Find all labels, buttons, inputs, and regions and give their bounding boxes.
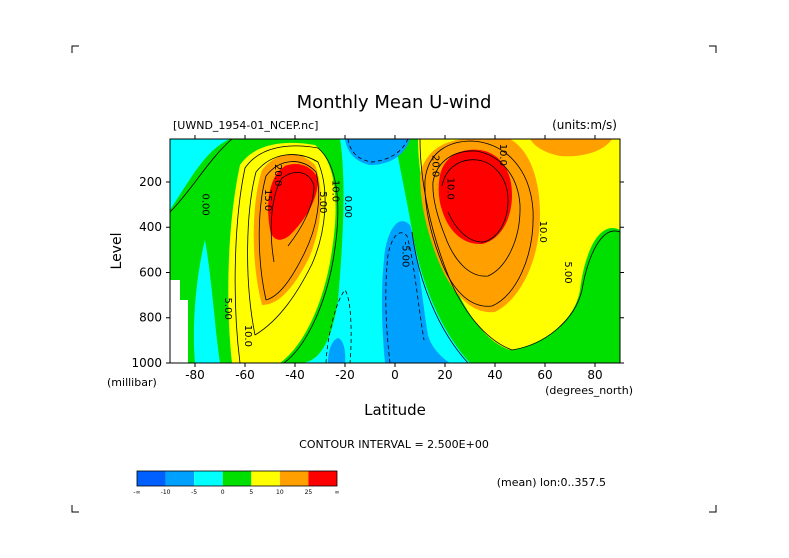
y-tick-label: 800 [139, 311, 162, 325]
axes-layer: -80 -60 -40 -20 0 20 40 60 80 200 400 600 800 1000 [131, 135, 624, 382]
averaging-note: (mean) lon:0..357.5 [497, 476, 606, 489]
contour-label: 10.0 [242, 325, 253, 347]
colorbar-swatch [222, 471, 252, 486]
colorbar-label: 25 [305, 489, 313, 496]
y-tick-label: 1000 [131, 356, 162, 370]
colorbar-label: 5 [249, 489, 253, 496]
colorbar-label: 10 [276, 489, 284, 496]
contour-label: 5.00 [317, 191, 328, 213]
y-axis-label: Level [109, 233, 125, 270]
colorbar-swatch [279, 471, 309, 486]
band-south-25 [268, 163, 318, 240]
corner-marks [71, 45, 717, 513]
contour-label: 15.0 [262, 189, 273, 211]
x-tick-label: 60 [537, 368, 552, 382]
x-tick-label: 40 [487, 368, 502, 382]
colorbar-swatch [137, 471, 166, 486]
colorbar-swatch [194, 471, 223, 486]
y-tick-label: 200 [139, 175, 162, 189]
chart-title: Monthly Mean U-wind [297, 92, 492, 113]
contour-label: 0.00 [342, 196, 353, 218]
contour-label: 10.0 [445, 178, 456, 200]
colorbar-swatch [251, 471, 280, 486]
band-tropics-neg5 [381, 221, 450, 363]
units-label: (units:m/s) [552, 118, 617, 132]
contour-label: 10.0 [330, 180, 341, 202]
x-tick-label: -80 [185, 368, 205, 382]
contour-lines [170, 139, 620, 363]
contour-label: 20.0 [272, 164, 283, 186]
contour-label: 5.00 [562, 261, 573, 283]
colorbar-frame [136, 470, 338, 487]
x-tick-label: -60 [235, 368, 255, 382]
colorbar-label: -∞ [133, 489, 140, 496]
colorbar: -∞ -10 -5 0 5 10 25 ∞ [133, 470, 340, 496]
band-south-cyan-pocket [193, 240, 220, 363]
band-north-25 [438, 149, 512, 245]
band-tropics-neg5-left [328, 338, 346, 363]
colorbar-label: -10 [161, 489, 171, 496]
band-north-upper-orange [530, 139, 612, 157]
colorbar-label: -5 [191, 489, 197, 496]
dashed-contours [325, 139, 425, 363]
colorbar-swatch [308, 471, 337, 486]
dataset-name: [UWND_1954-01_NCEP.nc] [173, 119, 318, 132]
contour-label: -5.00 [400, 241, 411, 267]
contour-label: 0.00 [200, 193, 211, 215]
colorbar-label: ∞ [335, 489, 340, 496]
x-tick-label: -20 [335, 368, 355, 382]
x-tick-label: 80 [587, 368, 602, 382]
x-tick-label: 0 [391, 368, 399, 382]
x-tick-label: 20 [437, 368, 452, 382]
colorbar-swatch [165, 471, 195, 486]
x-tick-label: -40 [285, 368, 305, 382]
colorbar-label: 0 [221, 489, 225, 496]
x-axis-units: (degrees_north) [545, 384, 633, 397]
contour-interval: CONTOUR INTERVAL = 2.500E+00 [299, 438, 489, 451]
contour-label: 10.0 [537, 221, 548, 243]
contour-label: 5.00 [222, 298, 233, 320]
y-axis-units: (millibar) [107, 376, 157, 389]
x-axis-label: Latitude [364, 401, 426, 419]
band-polar-white [170, 280, 188, 363]
contour-label: 10.0 [497, 144, 508, 166]
y-tick-label: 600 [139, 265, 162, 279]
contour-label: 20.0 [430, 155, 441, 177]
y-tick-label: 400 [139, 220, 162, 234]
